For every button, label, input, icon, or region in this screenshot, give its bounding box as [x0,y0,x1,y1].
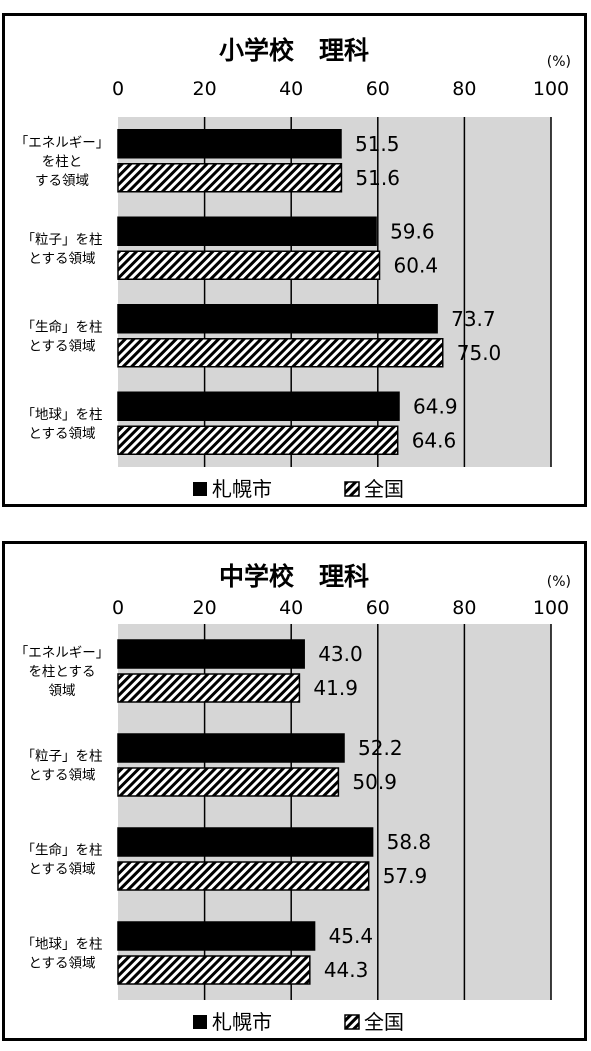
junior-high-science-chart: 中学校 理科 (%) 0 20 40 60 80 100 「エネルギー」 を柱とする領域 43.0 4… [2,541,587,1041]
bar-national [117,861,370,891]
x-tick-label: 80 [452,78,476,100]
data-label: 52.2 [358,736,403,760]
data-label: 44.3 [324,958,369,982]
x-tick-label: 40 [279,597,303,619]
data-label: 43.0 [318,642,363,666]
legend-swatch-sapporo [193,482,207,496]
category-label: 「粒子」を柱 [22,232,103,248]
legend-label-national: 全国 [364,477,404,501]
category-label: とする領域 [28,955,95,972]
data-label: 64.6 [412,428,457,452]
legend-label-national: 全国 [364,1010,404,1034]
data-label: 60.4 [394,253,439,277]
bar-national [117,425,399,455]
bar-sapporo [117,921,316,951]
unit-label: (%) [547,54,571,70]
data-label: 45.4 [329,924,374,948]
bar-sapporo [117,304,438,334]
bar-national [117,767,340,797]
bar-sapporo [117,827,374,857]
data-label: 41.9 [313,676,358,700]
x-tick-label: 40 [279,78,303,100]
legend-label-sapporo: 札幌市 [212,477,272,501]
x-tick-label: 0 [112,597,124,619]
x-tick-label: 0 [112,78,124,100]
bar-national [117,250,381,280]
bar-sapporo [117,639,305,669]
bar-sapporo [117,129,342,159]
bar-national [117,338,444,368]
category-label: を柱と [42,154,83,170]
x-tick-label: 20 [193,597,217,619]
bar-national [117,955,311,985]
x-tick-label: 60 [366,597,390,619]
data-label: 57.9 [383,864,428,888]
bar-national [117,673,301,703]
category-label: とする領域 [28,337,95,354]
data-label: 51.5 [355,132,400,156]
category-label: 領域 [49,682,76,699]
x-tick-label: 100 [533,597,569,619]
bar-sapporo [117,391,400,421]
category-label: 「地球」を柱 [22,937,103,953]
bar-sapporo [117,733,345,763]
category-label: 「粒子」を柱 [22,749,103,765]
category-label: 「生命」を柱 [22,318,103,335]
category-label: 「エネルギー」 [15,135,110,151]
category-label: とする領域 [28,250,95,267]
category-label: 「生命」を柱 [22,842,103,859]
legend-swatch-sapporo [193,1015,207,1029]
data-label: 50.9 [352,770,397,794]
data-label: 73.7 [451,307,496,331]
category-label: とする領域 [28,425,95,442]
legend-label-sapporo: 札幌市 [212,1010,272,1034]
x-tick-label: 60 [366,78,390,100]
x-tick-label: 100 [533,78,569,100]
category-label: 「地球」を柱 [22,407,103,423]
legend-swatch-national [344,481,360,497]
data-label: 58.8 [387,830,432,854]
chart-title: 中学校 理科 [219,562,369,591]
data-label: 64.9 [413,394,458,418]
category-label: とする領域 [28,767,95,784]
data-label: 59.6 [390,219,435,243]
x-tick-label: 20 [193,78,217,100]
category-label: とする領域 [28,861,95,878]
data-label: 75.0 [457,341,502,365]
chart-title: 小学校 理科 [219,36,369,65]
category-label: する領域 [35,172,89,189]
legend-swatch-national [344,1014,360,1030]
x-tick-label: 80 [452,597,476,619]
category-label: を柱とする [28,664,95,680]
data-label: 51.6 [355,166,400,190]
bar-sapporo [117,216,377,246]
elementary-science-chart: 小学校 理科 (%) 0 20 40 60 80 100 「エネルギー」 を柱とする領域 51.5 5… [2,13,587,507]
bar-national [117,163,343,193]
category-label: 「エネルギー」 [15,645,110,661]
unit-label: (%) [547,574,571,590]
